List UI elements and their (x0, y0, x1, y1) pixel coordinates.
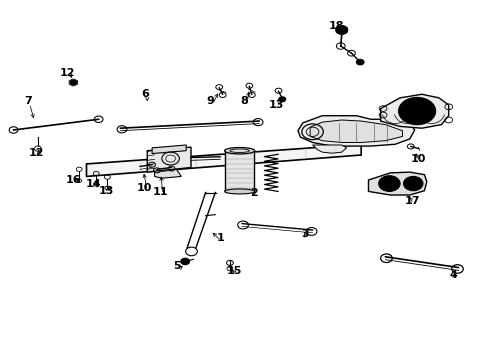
Text: 12: 12 (29, 148, 44, 158)
Text: 16: 16 (65, 175, 81, 185)
Text: 13: 13 (268, 100, 283, 110)
Circle shape (378, 176, 399, 192)
Text: 2: 2 (250, 188, 258, 198)
Text: 8: 8 (240, 96, 248, 107)
Text: 9: 9 (206, 96, 214, 107)
Circle shape (411, 108, 421, 114)
Polygon shape (312, 145, 346, 153)
Text: r": r" (234, 147, 242, 156)
Text: 12: 12 (59, 68, 75, 78)
Text: 15: 15 (226, 266, 242, 276)
Polygon shape (147, 147, 191, 172)
Circle shape (356, 59, 364, 65)
Polygon shape (152, 145, 186, 154)
Text: 6: 6 (141, 89, 148, 99)
Polygon shape (380, 94, 448, 128)
Polygon shape (86, 144, 361, 176)
Text: 14: 14 (86, 179, 102, 189)
Circle shape (70, 80, 77, 85)
Ellipse shape (224, 189, 254, 194)
Bar (224, 152, 254, 191)
Text: 13: 13 (98, 186, 113, 196)
Polygon shape (309, 120, 402, 143)
Text: 18: 18 (328, 21, 344, 31)
Circle shape (338, 28, 344, 32)
Circle shape (403, 176, 422, 191)
Circle shape (279, 97, 285, 102)
Text: 11: 11 (153, 187, 168, 197)
Circle shape (398, 98, 435, 125)
Polygon shape (368, 172, 426, 195)
Text: 7: 7 (24, 96, 32, 107)
Circle shape (335, 26, 347, 34)
Ellipse shape (224, 148, 254, 154)
Circle shape (386, 181, 391, 186)
Text: 1: 1 (216, 233, 224, 243)
Polygon shape (297, 116, 414, 146)
Circle shape (410, 182, 415, 185)
Text: 4: 4 (449, 270, 457, 280)
Text: 17: 17 (404, 197, 419, 206)
Text: 3: 3 (301, 229, 308, 239)
Circle shape (181, 258, 189, 265)
Text: 5: 5 (173, 261, 181, 271)
Text: 10: 10 (137, 183, 152, 193)
Text: 10: 10 (410, 154, 426, 163)
Polygon shape (154, 169, 181, 178)
